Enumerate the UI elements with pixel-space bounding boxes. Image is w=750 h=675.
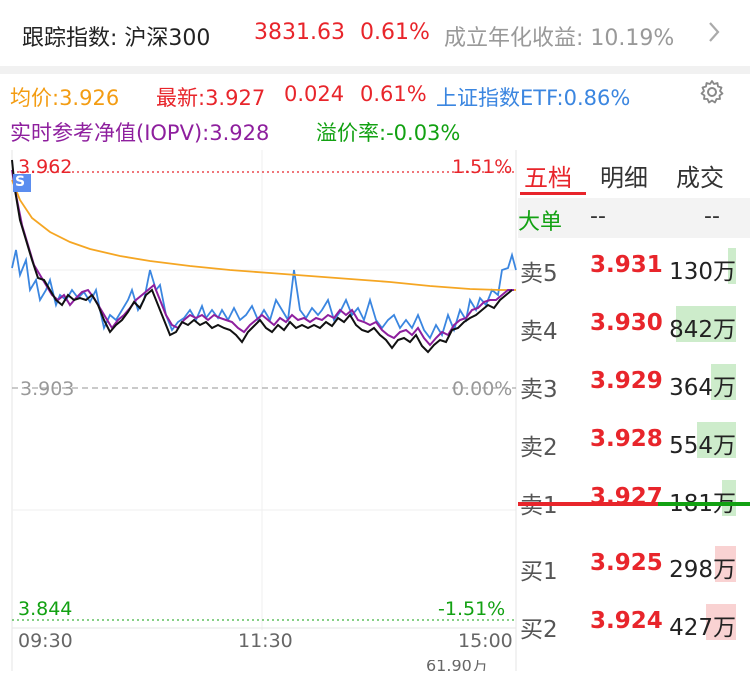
tab-five-levels[interactable]: 五档 (524, 164, 572, 192)
sell-level-row[interactable]: 卖3 3.929 364万 (518, 354, 750, 412)
tab-trades[interactable]: 成交 (676, 164, 724, 192)
level-label: 卖5 (520, 261, 558, 287)
level-price: 3.931 (590, 252, 663, 278)
level-price: 3.928 (590, 426, 663, 452)
volume-bar (697, 422, 736, 458)
level-volume: 298万 (669, 557, 736, 583)
intraday-chart[interactable]: S 3.962 1.51% 3.903 0.00% 3.844 -1.51% 0… (0, 150, 518, 671)
order-book-panel: 五档 明细 成交 大单 -- -- 卖5 3.931 130万卖4 3.930 842万… (518, 150, 750, 671)
level-volume: 364万 (669, 375, 736, 401)
iopv-line (11, 169, 514, 347)
volume-bar (711, 364, 736, 400)
level-label: 卖3 (520, 377, 558, 403)
volume-bar (715, 546, 736, 582)
level-label: 卖2 (520, 435, 558, 461)
volume-bar (728, 248, 736, 284)
big-order-val1: -- (590, 204, 606, 229)
baseline-pct-label: 0.00% (452, 378, 513, 400)
level-volume: 842万 (669, 317, 736, 343)
level-label: 卖4 (520, 319, 558, 345)
level-volume: 181万 (669, 491, 736, 517)
level-volume: 427万 (669, 615, 736, 641)
tracking-index-label: 跟踪指数: 沪深300 (22, 26, 211, 51)
price-change-pct: 0.61% (360, 82, 427, 106)
volume-bar (722, 480, 736, 516)
level-price: 3.929 (590, 368, 663, 394)
latest-price: 最新:3.927 (156, 86, 266, 110)
lower-price-label: 3.844 (18, 598, 73, 620)
big-order-row: 大单 -- -- (518, 198, 750, 238)
book-divider (518, 502, 750, 506)
sell-level-row[interactable]: 卖5 3.931 130万 (518, 238, 750, 296)
buy-level-row[interactable]: 买1 3.925 298万 (518, 536, 750, 594)
level-price: 3.930 (590, 310, 663, 336)
index-change: 0.61% (360, 20, 430, 45)
volume-label: 61.90万 (426, 660, 488, 671)
gear-icon[interactable] (698, 78, 726, 110)
avg-price-line (11, 179, 516, 291)
volume-bar (676, 306, 736, 342)
section-divider (0, 66, 750, 74)
lower-pct-label: -1.51% (438, 598, 506, 620)
iopv-value: 实时参考净值(IOPV):3.928 (10, 121, 270, 145)
time-mid-label: 11:30 (238, 630, 293, 652)
annual-return: 成立年化收益: 10.19% (444, 26, 675, 51)
chevron-right-icon[interactable] (704, 18, 724, 50)
upper-pct-label: 1.51% (452, 156, 513, 178)
level-label: 买2 (520, 617, 558, 643)
signal-badge-label: S (15, 174, 26, 190)
level-volume: 554万 (669, 433, 736, 459)
big-order-val2: -- (704, 204, 720, 229)
volume-bar (706, 604, 736, 640)
sell-level-row[interactable]: 卖1 3.927 181万 (518, 470, 750, 528)
signal-badge (13, 174, 31, 192)
etf-line (11, 249, 517, 340)
premium-rate: 溢价率:-0.03% (316, 121, 461, 145)
intraday-chart-svg (11, 150, 517, 671)
price-line (11, 159, 513, 354)
buy-level-row[interactable]: 买2 3.924 427万 (518, 594, 750, 652)
level-price: 3.925 (590, 550, 663, 576)
sell-level-row[interactable]: 卖2 3.928 554万 (518, 412, 750, 470)
time-end-label: 15:00 (458, 630, 513, 652)
level-label: 买1 (520, 559, 558, 585)
sell-level-row[interactable]: 卖4 3.930 842万 (518, 296, 750, 354)
tracking-index-header[interactable]: 跟踪指数: 沪深300 3831.63 0.61% 成立年化收益: 10.19% (0, 0, 750, 66)
level-price: 3.927 (590, 484, 663, 510)
upper-price-label: 3.962 (18, 156, 73, 178)
level-volume: 130万 (669, 259, 736, 285)
active-tab-indicator (520, 192, 586, 195)
etf-index-change: 上证指数ETF:0.86% (436, 86, 631, 110)
index-value: 3831.63 (254, 20, 345, 45)
average-price: 均价:3.926 (10, 86, 120, 110)
baseline-price-label: 3.903 (20, 378, 75, 400)
tab-details[interactable]: 明细 (600, 164, 648, 192)
level-price: 3.924 (590, 608, 663, 634)
level-label: 卖1 (520, 493, 558, 519)
price-change: 0.024 (284, 82, 345, 106)
time-start-label: 09:30 (18, 630, 73, 652)
big-order-label: 大单 (518, 210, 563, 235)
